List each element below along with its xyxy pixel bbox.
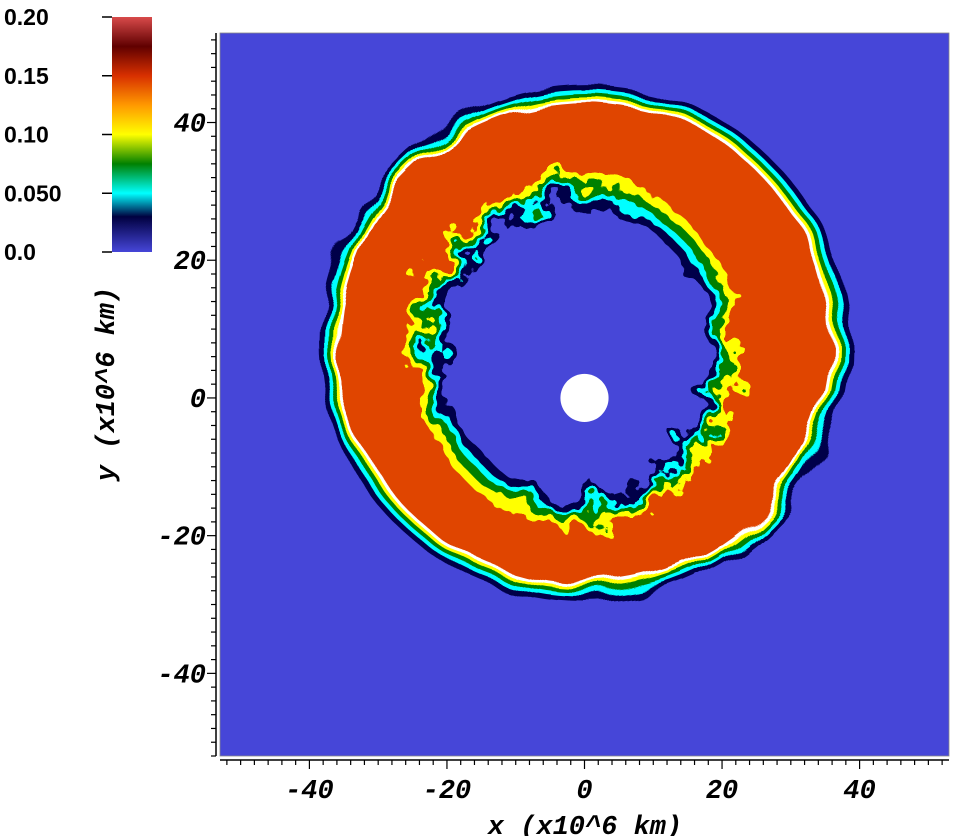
colorbar-tick-label: 0.0 [4,239,36,265]
x-tick-label: 40 [843,777,875,807]
plot-frame [219,32,950,757]
colorbar: 0.0 0.050 0.10 0.15 0.20 [4,4,152,265]
x-tick-label: -20 [423,777,472,807]
colorbar-tick-label: 0.10 [4,122,49,148]
cavity-layer-4 [442,206,711,496]
y-tick-label: 0 [190,386,206,416]
inner-cavity [412,174,741,528]
colorbar-gradient [112,17,152,252]
y-tick-label: 20 [174,248,206,278]
y-tick-label: -20 [157,524,206,554]
y-axis-label: y (x10^6 km) [93,287,123,482]
central-point [560,373,609,423]
colorbar-tick-label: 0.15 [4,63,49,89]
colorbar-tick-label: 0.20 [4,4,49,30]
x-tick-label: 0 [576,777,592,807]
heatmap-plot [220,33,949,756]
x-axis: -40 -20 0 20 40 [220,759,949,807]
y-tick-label: 40 [174,111,206,141]
x-tick-label: 20 [706,777,738,807]
colorbar-tick-label: 0.050 [4,180,62,206]
x-tick-label: -40 [285,777,334,807]
y-axis: -40 -20 0 20 40 [157,33,217,757]
x-axis-label: x (x10^6 km) [487,813,682,836]
y-tick-label: -40 [157,661,206,691]
ejecta-shell [320,83,849,603]
